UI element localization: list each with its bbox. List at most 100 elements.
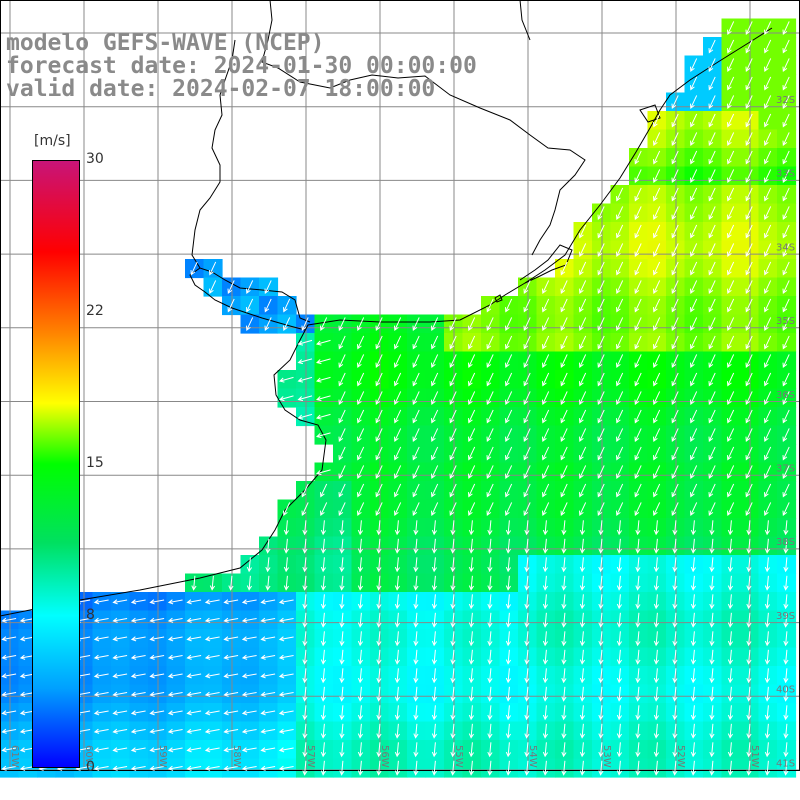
wind-arrow <box>764 409 772 424</box>
wind-arrow <box>708 132 716 147</box>
wind-arrow <box>616 594 623 610</box>
wind-arrow <box>260 599 276 605</box>
wind-arrow <box>579 372 587 387</box>
wind-arrow <box>653 409 661 424</box>
wind-arrow <box>745 187 753 202</box>
wind-arrow <box>431 354 439 369</box>
wind-arrow <box>542 631 549 647</box>
wind-arrow <box>468 335 476 350</box>
wind-arrow <box>241 728 257 734</box>
wind-arrow <box>186 691 202 697</box>
wind-arrow <box>315 376 331 383</box>
wind-arrow <box>653 243 661 258</box>
wind-arrow <box>523 446 531 461</box>
wind-arrow <box>690 465 698 480</box>
wind-arrow <box>339 686 345 702</box>
wind-arrow <box>690 224 698 239</box>
wind-arrow <box>228 575 234 591</box>
wind-arrow <box>260 636 276 642</box>
wind-arrow <box>167 636 183 642</box>
wind-arrow <box>579 631 586 647</box>
wind-arrow <box>653 428 661 443</box>
wind-arrow <box>487 538 493 554</box>
wind-arrow <box>782 58 790 73</box>
wind-arrow <box>149 728 165 734</box>
wind-arrow <box>339 760 345 776</box>
wind-arrow <box>745 243 753 258</box>
wind-arrow <box>204 691 220 697</box>
wind-arrow <box>764 187 772 202</box>
wind-arrow <box>450 520 456 536</box>
wind-arrow <box>302 705 308 721</box>
wind-arrow <box>1 710 17 716</box>
wind-arrow <box>597 206 605 221</box>
wind-arrow <box>727 483 735 498</box>
wind-arrow <box>764 39 772 54</box>
wind-arrow <box>745 39 753 54</box>
wind-arrow <box>671 132 679 147</box>
wind-arrow <box>746 594 752 610</box>
wind-arrow <box>727 538 734 554</box>
wind-arrow <box>149 710 165 716</box>
wind-arrow <box>634 409 642 424</box>
wind-arrow <box>745 150 753 165</box>
wind-arrow <box>413 686 419 702</box>
wind-arrow <box>241 747 257 753</box>
wind-arrow <box>505 705 512 721</box>
wind-arrow <box>186 747 202 753</box>
wind-arrow <box>727 705 734 721</box>
wind-arrow <box>616 705 623 721</box>
wind-arrow <box>745 391 753 406</box>
wind-arrow <box>745 502 753 517</box>
wind-arrow <box>579 668 586 684</box>
wind-arrow <box>690 243 698 258</box>
wind-arrow <box>320 483 328 498</box>
wind-arrow <box>412 391 420 406</box>
wind-arrow <box>450 538 456 554</box>
wind-arrow <box>376 723 382 739</box>
wind-arrow <box>260 765 276 771</box>
wind-arrow <box>690 631 697 647</box>
wind-arrow <box>301 483 309 498</box>
wind-arrow <box>413 631 419 647</box>
wind-arrow <box>487 557 493 573</box>
longitude-label: 57W <box>305 745 316 768</box>
wind-arrow <box>764 113 772 128</box>
wind-arrow <box>764 686 771 702</box>
latitude-label: 39S <box>776 611 795 622</box>
wind-arrow <box>727 520 734 536</box>
wind-arrow <box>524 538 530 554</box>
wind-arrow <box>597 372 605 387</box>
wind-arrow <box>375 483 383 498</box>
wind-arrow <box>598 612 604 628</box>
wind-arrow <box>413 705 419 721</box>
wind-arrow <box>412 317 420 332</box>
wind-arrow <box>635 742 641 758</box>
wind-arrow <box>338 465 346 480</box>
wind-arrow <box>561 594 567 610</box>
wind-arrow <box>130 654 146 660</box>
wind-arrow <box>542 483 550 498</box>
wind-arrow <box>315 339 331 346</box>
wind-arrow <box>597 483 605 498</box>
wind-arrow <box>579 391 587 406</box>
wind-arrow <box>283 520 290 536</box>
wind-arrow <box>597 428 605 443</box>
wind-arrow <box>542 372 550 387</box>
wind-arrow <box>376 538 382 554</box>
wind-arrow <box>487 723 493 739</box>
wind-arrow <box>616 612 623 628</box>
wind-arrow <box>616 575 623 591</box>
wind-arrow <box>764 169 772 184</box>
wind-arrow <box>186 765 202 771</box>
wind-arrow <box>204 617 220 623</box>
wind-arrow <box>523 298 531 313</box>
wind-arrow <box>783 557 789 573</box>
wind-arrow <box>376 575 382 591</box>
wind-arrow <box>616 668 623 684</box>
wind-arrow <box>542 428 550 443</box>
wind-arrow <box>246 317 254 332</box>
wind-arrow <box>167 765 183 771</box>
wind-arrow <box>745 409 753 424</box>
wind-arrow <box>671 391 679 406</box>
